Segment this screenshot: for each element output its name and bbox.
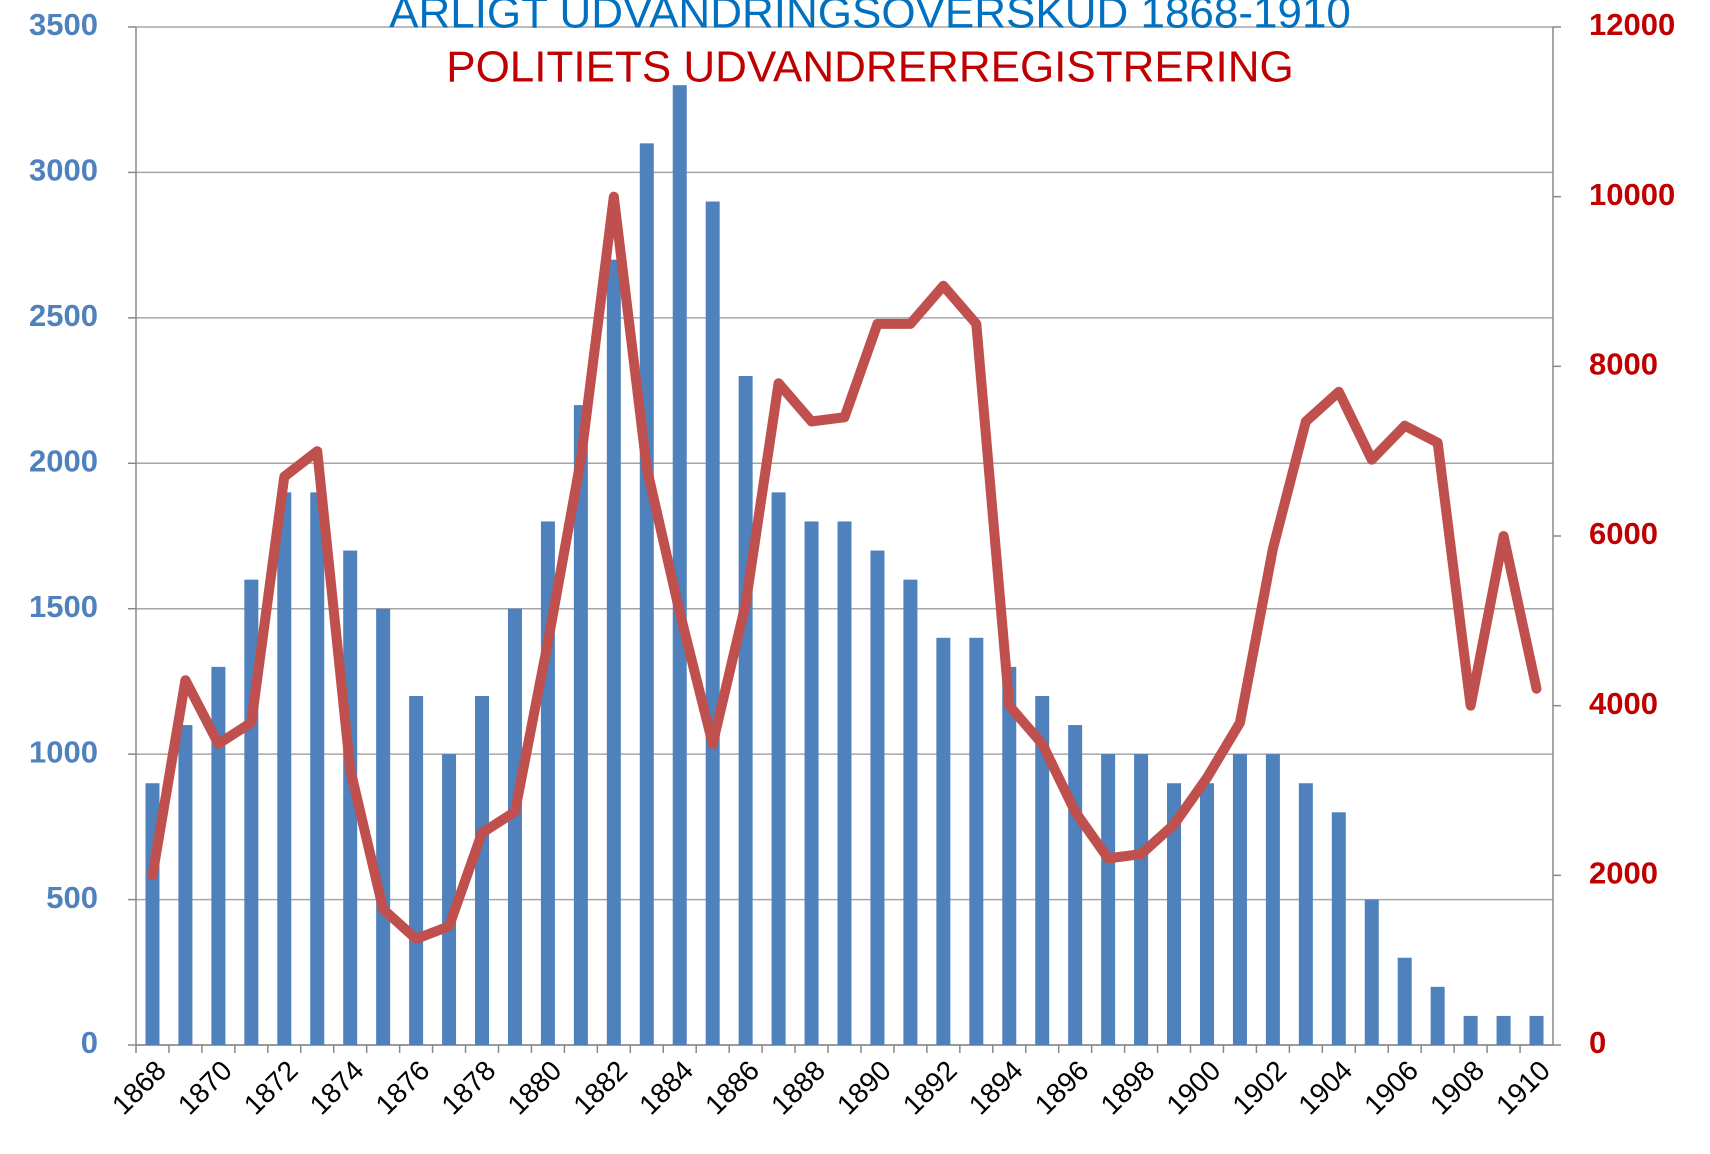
chart-title: ÅRLIGT UDVANDRINGSOVERSKUD 1868-1910 [389, 0, 1351, 38]
y-tick-label: 1000 [29, 734, 98, 769]
y2-tick-label: 6000 [1589, 516, 1658, 551]
bar [507, 608, 522, 1045]
x-tick-label: 1870 [172, 1055, 238, 1121]
y2-tick-label: 4000 [1589, 686, 1658, 721]
bar [376, 608, 391, 1045]
x-tick-label: 1898 [1095, 1055, 1161, 1121]
bar [738, 376, 753, 1045]
bar [804, 521, 819, 1045]
x-tick-label: 1884 [633, 1055, 699, 1121]
bar [1298, 783, 1313, 1045]
x-tick-label: 1904 [1292, 1055, 1358, 1121]
bar [409, 695, 424, 1045]
x-tick-label: 1890 [831, 1055, 897, 1121]
x-tick-label: 1886 [699, 1055, 765, 1121]
x-tick-label: 1872 [238, 1055, 304, 1121]
bar [771, 492, 786, 1045]
bar [606, 259, 621, 1046]
line [147, 191, 1542, 944]
bar [705, 201, 720, 1045]
x-tick-label: 1910 [1490, 1055, 1556, 1121]
x-tick-label: 1876 [370, 1055, 436, 1121]
bar [936, 637, 951, 1045]
x-tick-label: 1874 [304, 1055, 370, 1121]
x-tick-label: 1900 [1160, 1055, 1226, 1121]
bar [1529, 1015, 1544, 1045]
bar [442, 754, 457, 1045]
bar [870, 550, 885, 1045]
y-tick-label: 500 [46, 880, 98, 915]
y2-tick-label: 0 [1589, 1025, 1606, 1060]
y-tick-label: 3000 [29, 153, 98, 188]
y2-tick-label: 10000 [1589, 177, 1675, 212]
x-tick-label: 1868 [106, 1055, 172, 1121]
x-tick-label: 1892 [897, 1055, 963, 1121]
bar [1397, 957, 1412, 1045]
bar [1002, 666, 1017, 1045]
y2-tick-label: 8000 [1589, 347, 1658, 382]
bar [1068, 725, 1083, 1045]
bar [1134, 754, 1149, 1045]
bar [343, 550, 358, 1045]
y2-tick-label: 2000 [1589, 856, 1658, 891]
y-tick-label: 2000 [29, 443, 98, 478]
bar [211, 666, 226, 1045]
bar [639, 143, 654, 1046]
bar [1331, 812, 1346, 1045]
bar [1035, 695, 1050, 1045]
bar [475, 695, 490, 1045]
bar [1101, 754, 1116, 1045]
x-tick-label: 1882 [567, 1055, 633, 1121]
y-tick-label: 1500 [29, 589, 98, 624]
x-tick-label: 1878 [436, 1055, 502, 1121]
bar [310, 492, 325, 1045]
bar [1430, 986, 1445, 1045]
y-tick-label: 0 [81, 1025, 98, 1060]
bar [178, 725, 193, 1045]
bar [837, 521, 852, 1045]
x-tick-label: 1888 [765, 1055, 831, 1121]
chart-subtitle: POLITIETS UDVANDRERREGISTRERING [446, 43, 1294, 92]
y-tick-label: 3500 [29, 7, 98, 42]
x-tick-label: 1906 [1358, 1055, 1424, 1121]
bar [1364, 899, 1379, 1045]
bar [1463, 1015, 1478, 1045]
bar [1265, 754, 1280, 1045]
bar [672, 85, 687, 1045]
x-tick-label: 1894 [963, 1055, 1029, 1121]
y2-tick-label: 12000 [1589, 7, 1675, 42]
bar [277, 492, 292, 1045]
bar [1199, 783, 1214, 1045]
x-tick-label: 1896 [1029, 1055, 1095, 1121]
bar [903, 579, 918, 1045]
bar [1167, 783, 1182, 1045]
bar [573, 405, 588, 1046]
y-tick-label: 2500 [29, 298, 98, 333]
x-tick-label: 1902 [1226, 1055, 1292, 1121]
bar [969, 637, 984, 1045]
bar [1496, 1015, 1511, 1045]
x-tick-label: 1880 [501, 1055, 567, 1121]
bar [1232, 754, 1247, 1045]
x-tick-label: 1908 [1424, 1055, 1490, 1121]
